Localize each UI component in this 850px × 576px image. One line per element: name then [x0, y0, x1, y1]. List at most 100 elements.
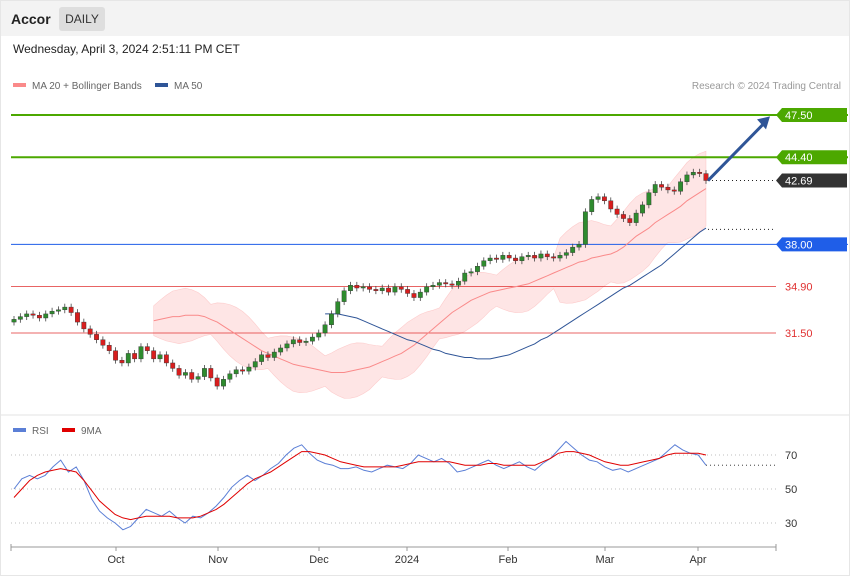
candle-body — [589, 199, 595, 212]
candle-body — [227, 373, 233, 380]
candle-body — [659, 184, 664, 188]
candle-body — [456, 281, 461, 286]
candle-body — [582, 211, 588, 245]
candle-body — [100, 339, 106, 346]
candle-body — [487, 257, 493, 261]
legend-rsi-ma-label: 9MA — [81, 426, 102, 437]
candle-body — [481, 260, 487, 267]
candle-body — [208, 368, 214, 379]
candle-body — [602, 196, 607, 202]
ma50-swatch — [155, 83, 168, 88]
candle-body — [157, 354, 163, 360]
legend-ma50: MA 50 — [155, 81, 202, 92]
candle-body — [17, 316, 23, 320]
candle-body — [449, 283, 455, 286]
candle-body — [513, 257, 518, 261]
candle-body — [424, 286, 430, 293]
candle-body — [468, 271, 474, 274]
x-tick-label-2024: 2024 — [395, 554, 419, 566]
candle-body — [563, 252, 569, 256]
candle-body — [56, 309, 61, 312]
level-label-31-50: 31.50 — [785, 328, 813, 340]
candle-body — [360, 286, 366, 289]
credit-text: Research © 2024 Trading Central — [691, 81, 841, 92]
candle-body — [652, 184, 658, 193]
candle-body — [284, 343, 290, 349]
ma20-swatch — [13, 83, 26, 88]
candle-body — [24, 313, 30, 317]
candle-body — [138, 346, 144, 360]
level-tag-47-50 — [776, 107, 847, 122]
candle-body — [614, 208, 620, 215]
level-tag-38-00 — [776, 237, 847, 252]
candle-body — [87, 328, 93, 335]
candle-body — [202, 368, 207, 377]
candle-body — [640, 204, 645, 214]
candle-body — [49, 310, 55, 315]
rsi-series-9ma — [13, 451, 707, 521]
candle-body — [297, 339, 303, 343]
candle-body — [322, 324, 328, 334]
candle-body — [348, 285, 353, 291]
candle-body — [398, 286, 404, 290]
level-tag-42-69 — [776, 173, 847, 188]
rsi-ma-swatch — [62, 428, 75, 433]
level-label-38-00: 38.00 — [785, 239, 813, 251]
candle-body — [151, 350, 157, 360]
ma50-line — [325, 227, 707, 360]
candle-body — [538, 253, 544, 259]
candle-body — [30, 313, 36, 316]
candle-body — [94, 334, 99, 340]
candle-body — [125, 353, 131, 364]
candles-group — [11, 168, 709, 390]
candle-body — [595, 196, 601, 200]
candle-body — [551, 256, 557, 259]
candle-body — [259, 354, 264, 362]
candle-body — [43, 313, 49, 319]
legend-rsi-label: RSI — [32, 426, 49, 437]
candle-body — [697, 172, 703, 174]
candle-body — [119, 360, 125, 364]
candle-body — [379, 287, 385, 291]
rsi-tick-70: 70 — [785, 450, 797, 462]
x-tick-label-dec: Dec — [309, 554, 329, 566]
x-tick-label-oct: Oct — [107, 554, 124, 566]
x-tick-label-mar: Mar — [596, 554, 615, 566]
candle-body — [627, 218, 633, 223]
candle-body — [684, 174, 690, 182]
candle-body — [290, 339, 296, 345]
candle-body — [278, 347, 284, 353]
bollinger-band — [153, 150, 707, 399]
candle-body — [335, 301, 341, 315]
candle-body — [405, 289, 411, 294]
candle-body — [678, 181, 684, 192]
target-arrowhead — [757, 116, 770, 130]
candle-body — [329, 313, 334, 326]
candle-body — [570, 246, 576, 253]
candle-body — [671, 189, 677, 192]
candle-body — [443, 282, 449, 285]
candle-body — [265, 354, 271, 358]
candle-body — [75, 312, 80, 323]
candle-body — [436, 282, 442, 286]
candle-body — [144, 346, 150, 351]
legend-ma20: MA 20 + Bollinger Bands — [13, 81, 142, 92]
x-tick-label-feb: Feb — [499, 554, 518, 566]
candle-body — [195, 376, 201, 380]
rsi-tick-50: 50 — [785, 484, 797, 496]
candle-body — [221, 379, 226, 387]
candle-body — [411, 293, 417, 298]
candle-body — [633, 212, 639, 223]
candle-body — [576, 244, 582, 248]
level-label-47-50: 47.50 — [785, 110, 813, 122]
ma20-line — [153, 188, 707, 373]
period-button[interactable]: DAILY — [59, 7, 105, 31]
candle-body — [500, 255, 506, 260]
candle-body — [303, 340, 309, 343]
timestamp: Wednesday, April 3, 2024 2:51:11 PM CET — [13, 42, 240, 56]
rsi-series-rsi — [13, 440, 707, 531]
header-bar — [1, 1, 849, 36]
candle-body — [163, 354, 169, 364]
candle-body — [367, 286, 372, 290]
candle-body — [354, 285, 360, 289]
